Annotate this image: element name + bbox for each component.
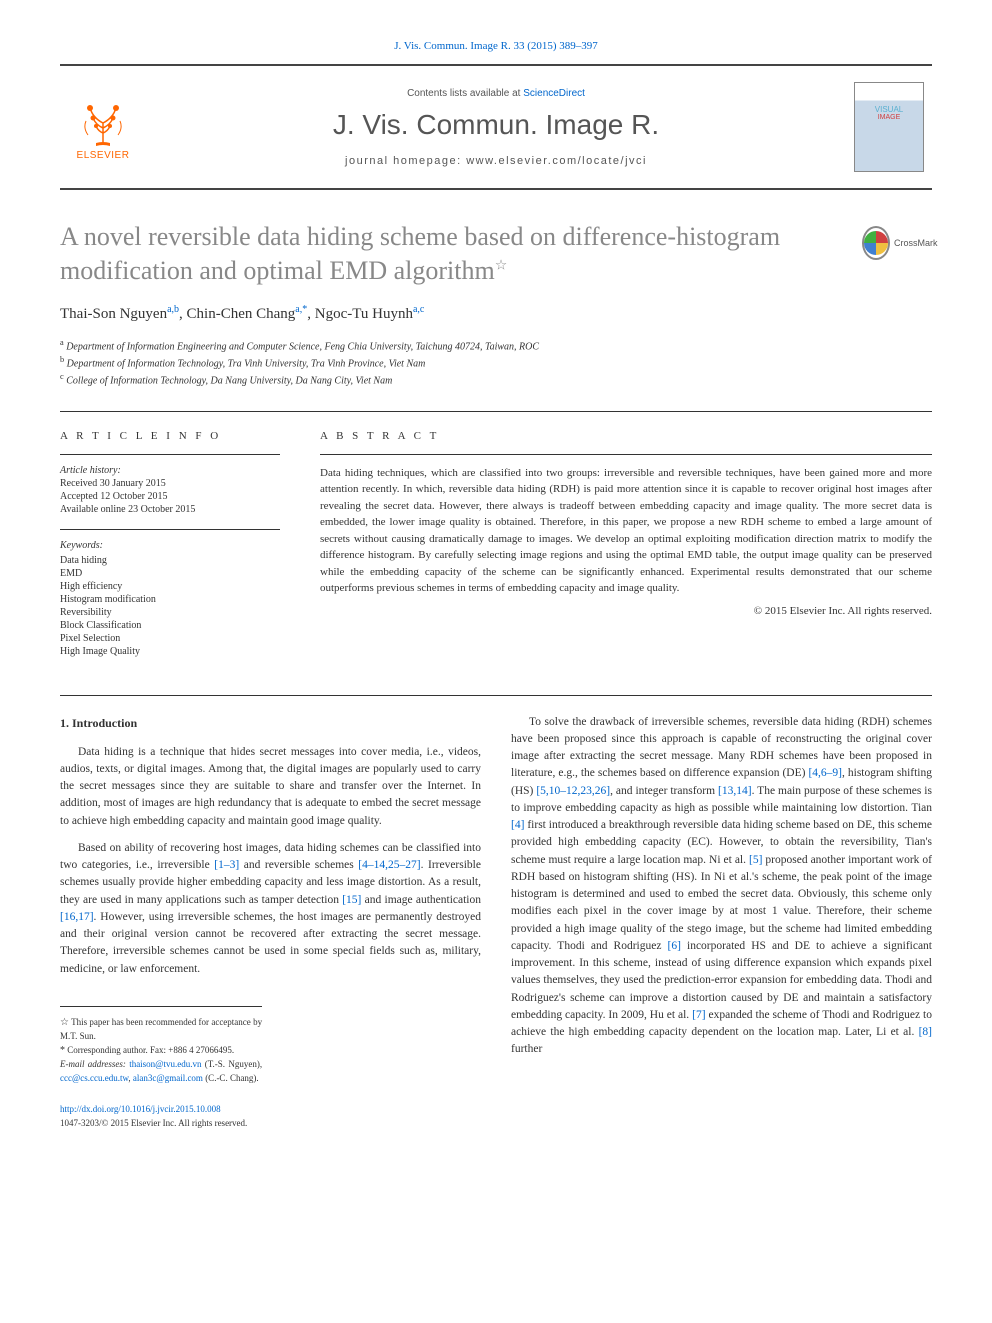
- divider: [60, 695, 932, 696]
- keyword: Block Classification: [60, 620, 280, 631]
- abstract-body: Data hiding techniques, which are classi…: [320, 467, 932, 595]
- ref-link[interactable]: [1–3]: [214, 859, 239, 871]
- intro-p2: Based on ability of recovering host imag…: [60, 840, 481, 978]
- ref-link[interactable]: [5]: [749, 854, 762, 866]
- affiliation-b: b Department of Information Technology, …: [60, 354, 932, 371]
- paper-page: J. Vis. Commun. Image R. 33 (2015) 389–3…: [0, 0, 992, 1170]
- issn-copyright: 1047-3203/© 2015 Elsevier Inc. All right…: [60, 1118, 247, 1128]
- intro-p3: To solve the drawback of irreversible sc…: [511, 714, 932, 1059]
- affiliations: a Department of Information Engineering …: [60, 337, 932, 389]
- body-columns: 1. Introduction Data hiding is a techniq…: [60, 714, 932, 1131]
- homepage-prefix: journal homepage:: [345, 155, 466, 167]
- ref-link[interactable]: [6]: [668, 940, 681, 952]
- title-note-marker: ☆: [495, 258, 508, 273]
- cover-image-text: IMAGE: [863, 114, 915, 121]
- keyword: Histogram modification: [60, 594, 280, 605]
- journal-name: J. Vis. Commun. Image R.: [138, 109, 854, 141]
- ref-link[interactable]: [8]: [919, 1026, 932, 1038]
- article-title: A novel reversible data hiding scheme ba…: [60, 220, 862, 288]
- author-3: Ngoc-Tu Huynh: [315, 306, 413, 322]
- divider: [60, 411, 932, 412]
- email-1[interactable]: thaison@tvu.edu.vn: [129, 1059, 201, 1069]
- ref-link[interactable]: [5,10–12,23,26]: [536, 785, 610, 797]
- ref-link[interactable]: [4–14,25–27]: [358, 859, 420, 871]
- abstract-heading: A B S T R A C T: [320, 430, 932, 442]
- history-label: Article history:: [60, 465, 280, 476]
- ref-link[interactable]: [7]: [692, 1009, 705, 1021]
- bottom-meta: http://dx.doi.org/10.1016/j.jvcir.2015.1…: [60, 1103, 481, 1130]
- keyword: EMD: [60, 568, 280, 579]
- journal-homepage: journal homepage: www.elsevier.com/locat…: [138, 155, 854, 167]
- email-label: E-mail addresses:: [60, 1059, 129, 1069]
- column-left: 1. Introduction Data hiding is a techniq…: [60, 714, 481, 1131]
- history-received: Received 30 January 2015: [60, 478, 280, 489]
- journal-header: ELSEVIER Contents lists available at Sci…: [60, 64, 932, 190]
- keyword: Data hiding: [60, 555, 280, 566]
- article-info-heading: A R T I C L E I N F O: [60, 430, 280, 442]
- footnote-1: ☆ This paper has been recommended for ac…: [60, 1015, 262, 1044]
- keyword: Pixel Selection: [60, 633, 280, 644]
- authors-line: Thai-Son Nguyena,b, Chin-Chen Changa,*, …: [60, 304, 932, 323]
- affiliation-a: a Department of Information Engineering …: [60, 337, 932, 354]
- ref-link[interactable]: [4]: [511, 819, 524, 831]
- sciencedirect-link[interactable]: ScienceDirect: [523, 88, 585, 99]
- author-2: Chin-Chen Chang: [187, 306, 296, 322]
- abstract-panel: A B S T R A C T Data hiding techniques, …: [320, 430, 932, 671]
- footnotes: ☆ This paper has been recommended for ac…: [60, 1006, 262, 1086]
- contents-prefix: Contents lists available at: [407, 88, 523, 99]
- ref-link[interactable]: [16,17]: [60, 911, 94, 923]
- keyword: High efficiency: [60, 581, 280, 592]
- elsevier-label: ELSEVIER: [77, 150, 130, 161]
- author-1-sup: a,b: [167, 304, 179, 315]
- top-citation-link[interactable]: J. Vis. Commun. Image R. 33 (2015) 389–3…: [394, 40, 598, 52]
- ref-link[interactable]: [13,14]: [718, 785, 752, 797]
- crossmark-icon: [862, 226, 890, 260]
- journal-cover-thumbnail: VISUAL IMAGE: [854, 82, 924, 172]
- affiliation-c: c College of Information Technology, Da …: [60, 371, 932, 388]
- cover-visual-text: VISUAL: [863, 105, 915, 114]
- crossmark-badge[interactable]: CrossMark: [862, 220, 932, 266]
- ref-link[interactable]: [15]: [342, 894, 361, 906]
- top-citation: J. Vis. Commun. Image R. 33 (2015) 389–3…: [60, 40, 932, 52]
- email-2[interactable]: ccc@cs.ccu.edu.tw: [60, 1073, 128, 1083]
- ref-link[interactable]: [4,6–9]: [808, 767, 842, 779]
- footnote-emails: E-mail addresses: thaison@tvu.edu.vn (T.…: [60, 1058, 262, 1085]
- article-info-panel: A R T I C L E I N F O Article history: R…: [60, 430, 280, 671]
- keyword: Reversibility: [60, 607, 280, 618]
- email-3[interactable]: alan3c@gmail.com: [133, 1073, 203, 1083]
- footnote-2: * Corresponding author. Fax: +886 4 2706…: [60, 1043, 262, 1058]
- section-1-heading: 1. Introduction: [60, 714, 481, 732]
- doi-link[interactable]: http://dx.doi.org/10.1016/j.jvcir.2015.1…: [60, 1104, 221, 1114]
- history-online: Available online 23 October 2015: [60, 504, 280, 515]
- author-3-sup: a,c: [413, 304, 424, 315]
- elsevier-tree-icon: [78, 93, 128, 148]
- author-1: Thai-Son Nguyen: [60, 306, 167, 322]
- keyword: High Image Quality: [60, 646, 280, 657]
- crossmark-label: CrossMark: [894, 238, 938, 248]
- keywords-label: Keywords:: [60, 540, 280, 551]
- author-2-sup: a,*: [295, 304, 307, 315]
- intro-p1: Data hiding is a technique that hides se…: [60, 744, 481, 830]
- column-right: To solve the drawback of irreversible sc…: [511, 714, 932, 1131]
- elsevier-logo: ELSEVIER: [68, 87, 138, 167]
- history-accepted: Accepted 12 October 2015: [60, 491, 280, 502]
- homepage-url: www.elsevier.com/locate/jvci: [466, 155, 647, 167]
- contents-line: Contents lists available at ScienceDirec…: [138, 88, 854, 99]
- abstract-copyright: © 2015 Elsevier Inc. All rights reserved…: [320, 603, 932, 620]
- title-text: A novel reversible data hiding scheme ba…: [60, 222, 780, 285]
